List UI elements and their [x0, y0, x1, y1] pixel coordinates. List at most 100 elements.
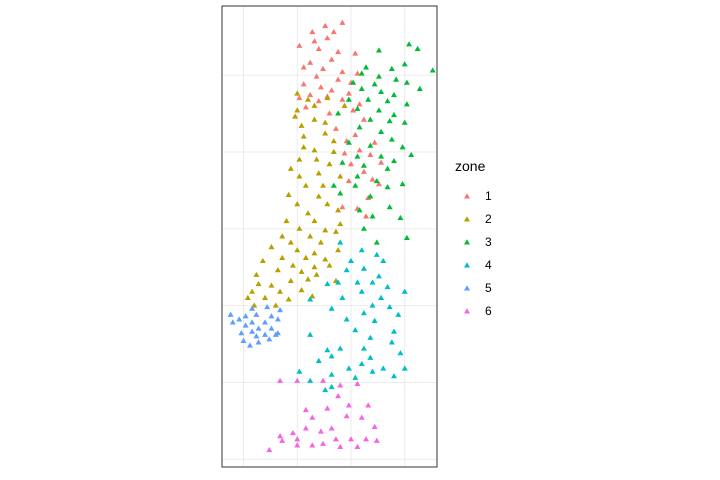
data-point-zone-4	[360, 265, 367, 271]
data-point-zone-6	[289, 429, 296, 436]
data-point-zone-1	[330, 28, 337, 35]
data-points	[227, 19, 436, 453]
legend: zone 1 2 3 4 5 6	[455, 158, 492, 322]
data-point-zone-3	[401, 119, 408, 125]
legend-marker	[463, 215, 470, 221]
data-point-zone-6	[371, 423, 378, 430]
data-point-zone-3	[363, 64, 370, 70]
data-point-zone-1	[341, 150, 348, 156]
data-point-zone-1	[375, 181, 382, 187]
data-point-zone-2	[283, 217, 290, 224]
data-point-zone-2	[268, 282, 275, 288]
data-point-zone-5	[238, 330, 245, 336]
data-point-zone-4	[388, 339, 395, 345]
data-point-zone-3	[414, 45, 421, 52]
data-point-zone-4	[328, 371, 335, 377]
data-point-zone-5	[242, 313, 249, 319]
data-point-zone-2	[302, 182, 309, 188]
data-point-zone-3	[330, 182, 337, 188]
data-point-zone-3	[386, 118, 393, 124]
data-point-zone-3	[367, 142, 374, 148]
legend-label: 6	[485, 303, 492, 318]
data-point-zone-5	[249, 328, 256, 334]
data-point-zone-4	[401, 288, 408, 294]
data-point-zone-1	[339, 19, 346, 25]
data-point-zone-2	[262, 294, 268, 300]
data-point-zone-2	[259, 257, 266, 264]
data-point-zone-3	[358, 85, 365, 91]
data-point-zone-6	[277, 377, 284, 383]
data-point-zone-2	[313, 271, 320, 277]
data-point-zone-5	[242, 322, 249, 328]
legend-item-2: 2	[455, 207, 492, 230]
data-point-zone-2	[307, 233, 314, 239]
data-point-zone-5	[246, 342, 253, 348]
data-point-zone-2	[289, 262, 296, 268]
data-point-zone-2	[311, 147, 318, 153]
data-point-zone-4	[380, 257, 387, 264]
data-point-zone-3	[399, 181, 406, 187]
data-point-zone-1	[296, 42, 303, 48]
data-point-zone-4	[307, 331, 314, 337]
data-point-zone-4	[307, 296, 314, 302]
data-point-zone-5	[236, 316, 243, 322]
data-point-zone-5	[277, 307, 284, 313]
data-point-zone-2	[296, 173, 303, 179]
plot-panel-border	[221, 5, 438, 468]
data-point-zone-2	[326, 262, 333, 268]
data-point-zone-3	[360, 162, 367, 168]
legend-key	[455, 276, 478, 299]
data-point-zone-5	[274, 316, 281, 322]
data-point-zone-1	[369, 176, 376, 182]
legend-label: 3	[485, 234, 492, 249]
data-point-zone-6	[266, 446, 273, 453]
data-point-zone-3	[406, 41, 413, 47]
data-point-zone-1	[339, 68, 346, 75]
data-point-zone-4	[384, 283, 391, 290]
data-point-zone-2	[279, 254, 286, 260]
data-point-zone-4	[378, 294, 385, 300]
data-point-zone-1	[345, 177, 352, 184]
data-point-zone-2	[335, 207, 342, 213]
data-point-zone-3	[429, 67, 436, 73]
data-point-zone-3	[403, 79, 410, 85]
data-point-zone-2	[294, 107, 301, 113]
data-point-zone-6	[354, 380, 361, 386]
data-point-zone-2	[335, 247, 342, 253]
data-point-zone-2	[326, 161, 333, 167]
data-point-zone-3	[354, 173, 361, 179]
data-point-zone-4	[371, 317, 378, 323]
data-point-zone-4	[352, 327, 359, 333]
data-point-zone-2	[324, 201, 331, 207]
data-point-zone-2	[294, 247, 301, 253]
data-point-zone-6	[294, 442, 301, 448]
data-point-zone-1	[328, 56, 335, 62]
data-point-zone-1	[356, 101, 363, 107]
data-point-zone-6	[320, 377, 327, 383]
data-point-zone-6	[294, 377, 301, 383]
data-point-zone-6	[354, 443, 361, 449]
data-point-zone-4	[328, 353, 335, 359]
data-point-zone-1	[335, 76, 342, 82]
data-point-zone-4	[343, 316, 350, 322]
legend-marker	[463, 261, 470, 267]
data-point-zone-2	[272, 302, 279, 308]
data-point-zone-6	[309, 442, 316, 448]
data-point-zone-4	[354, 279, 361, 285]
data-point-zone-1	[315, 98, 322, 104]
data-point-zone-6	[277, 433, 284, 439]
data-point-zone-5	[240, 337, 247, 343]
data-point-zone-2	[287, 165, 294, 171]
legend-label: 4	[485, 257, 492, 272]
data-point-zone-6	[294, 436, 301, 442]
data-point-zone-2	[330, 138, 337, 144]
legend-triangle-icon	[463, 215, 470, 221]
data-point-zone-5	[264, 303, 271, 310]
data-point-zone-3	[397, 214, 404, 221]
data-point-zone-6	[302, 425, 309, 431]
data-point-zone-2	[298, 287, 305, 293]
data-point-zone-3	[375, 107, 382, 113]
data-point-zone-1	[350, 107, 357, 113]
data-point-zone-2	[311, 250, 318, 256]
data-point-zone-1	[315, 45, 322, 52]
